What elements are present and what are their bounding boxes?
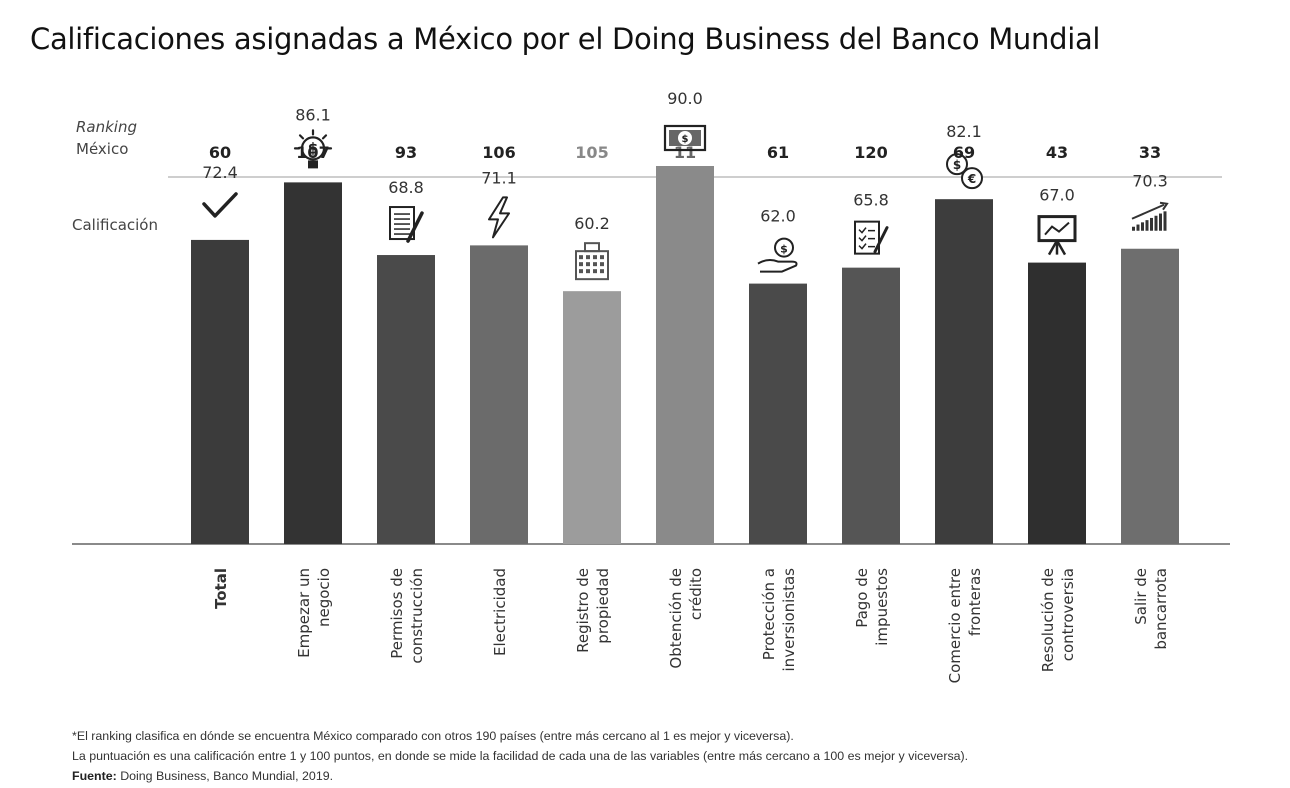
tick-label: Empezar un [295,568,313,658]
ranking-value: 11 [674,143,696,162]
tick-label: Permisos de [388,568,406,659]
tick-label: bancarrota [1152,568,1170,650]
banknote-icon: $ [663,124,707,152]
ranking-value: 60 [209,143,231,162]
svg-text:$: $ [682,134,689,145]
data-label: 62.0 [760,207,796,226]
ranking-label-line1: Ranking [76,118,137,136]
rising-bars-icon [1131,201,1169,231]
bar [656,166,714,544]
tick-label: Total [212,568,230,609]
tick-label: Salir de [1132,568,1150,625]
building-icon [575,242,609,281]
contract-pen-icon [389,206,424,243]
ranking-value: 33 [1139,143,1161,162]
bar [284,182,342,544]
data-label: 65.8 [853,191,889,210]
category-label: Obtención de crédito [667,568,705,669]
bar [563,291,621,544]
svg-text:$: $ [953,158,961,172]
data-label: 90.0 [667,89,703,108]
bar [842,267,900,544]
tick-label: Registro de [574,568,592,653]
tick-label: construcción [408,568,426,664]
ranking-value: 106 [482,143,515,162]
checklist-pen-icon [854,220,889,255]
tick-label: crédito [687,568,705,620]
footnote-ranking: *El ranking clasifica en dónde se encuen… [72,729,794,743]
category-label: Electricidad [491,568,509,656]
tick-label: inversionistas [780,568,798,672]
source-label: Fuente: [72,769,117,783]
tick-label: Obtención de [667,568,685,669]
tick-label: impuestos [873,568,891,646]
ranking-value: 107 [296,143,329,162]
footnote-score: La puntuación es una calificación entre … [72,749,969,763]
ranking-value: 61 [767,143,789,162]
bar [191,239,249,545]
data-label: 86.1 [295,105,331,124]
category-label: Protección a inversionistas [760,568,798,672]
svg-text:$: $ [308,139,318,157]
ranking-value: 93 [395,143,417,162]
currency-exchange-icon: $€ [946,153,983,190]
tick-label: propiedad [594,568,612,644]
category-label: Comercio entre fronteras [946,568,984,684]
ranking-value: 105 [575,143,608,162]
ranking-label-line2: México [76,140,128,158]
category-label: Registro de propiedad [574,568,612,653]
source-text: Doing Business, Banco Mundial, 2019. [120,769,334,783]
tick-label: Comercio entre [946,568,964,683]
category-label: Salir de bancarrota [1132,568,1170,650]
bar [470,245,528,544]
bar [749,283,807,544]
page-title: Calificaciones asignadas a México por el… [30,22,1101,56]
data-label: 67.0 [1039,186,1075,205]
category-label: Resolución de controversia [1039,568,1077,672]
lightbulb-dollar-icon: $ [293,129,333,169]
svg-text:€: € [967,172,976,186]
data-label: 60.2 [574,214,610,233]
category-label: Pago de impuestos [853,568,891,646]
tick-label: Protección a [760,568,778,660]
bar [1028,262,1086,544]
svg-text:$: $ [780,243,788,256]
data-label: 70.3 [1132,172,1168,191]
ranking-value: 69 [953,143,975,162]
score-label: Calificación [72,216,158,234]
tick-label: Resolución de [1039,568,1057,672]
tick-label: fronteras [966,568,984,636]
checkmark-icon [202,192,238,218]
tick-label: Electricidad [491,568,509,656]
ranking-value: 120 [854,143,887,162]
footnote-source: Fuente: Doing Business, Banco Mundial, 2… [72,766,968,786]
hand-coin-icon: $ [757,237,798,273]
presentation-board-icon [1037,215,1077,256]
lightning-icon [488,196,510,239]
tick-label: controversia [1059,568,1077,661]
tick-label: Pago de [853,568,871,628]
data-label: 71.1 [481,168,517,187]
ranking-value: 43 [1046,143,1068,162]
bar [1121,248,1179,545]
category-label: Permisos de construcción [388,568,426,664]
category-label: Total [212,568,230,609]
data-label: 82.1 [946,122,982,141]
bar [377,255,435,545]
footnotes: *El ranking clasifica en dónde se encuen… [72,726,968,786]
category-label: Empezar un negocio [295,568,333,658]
data-label: 68.8 [388,178,424,197]
tick-label: negocio [315,568,333,627]
bar [935,199,993,544]
data-label: 72.4 [202,163,238,182]
